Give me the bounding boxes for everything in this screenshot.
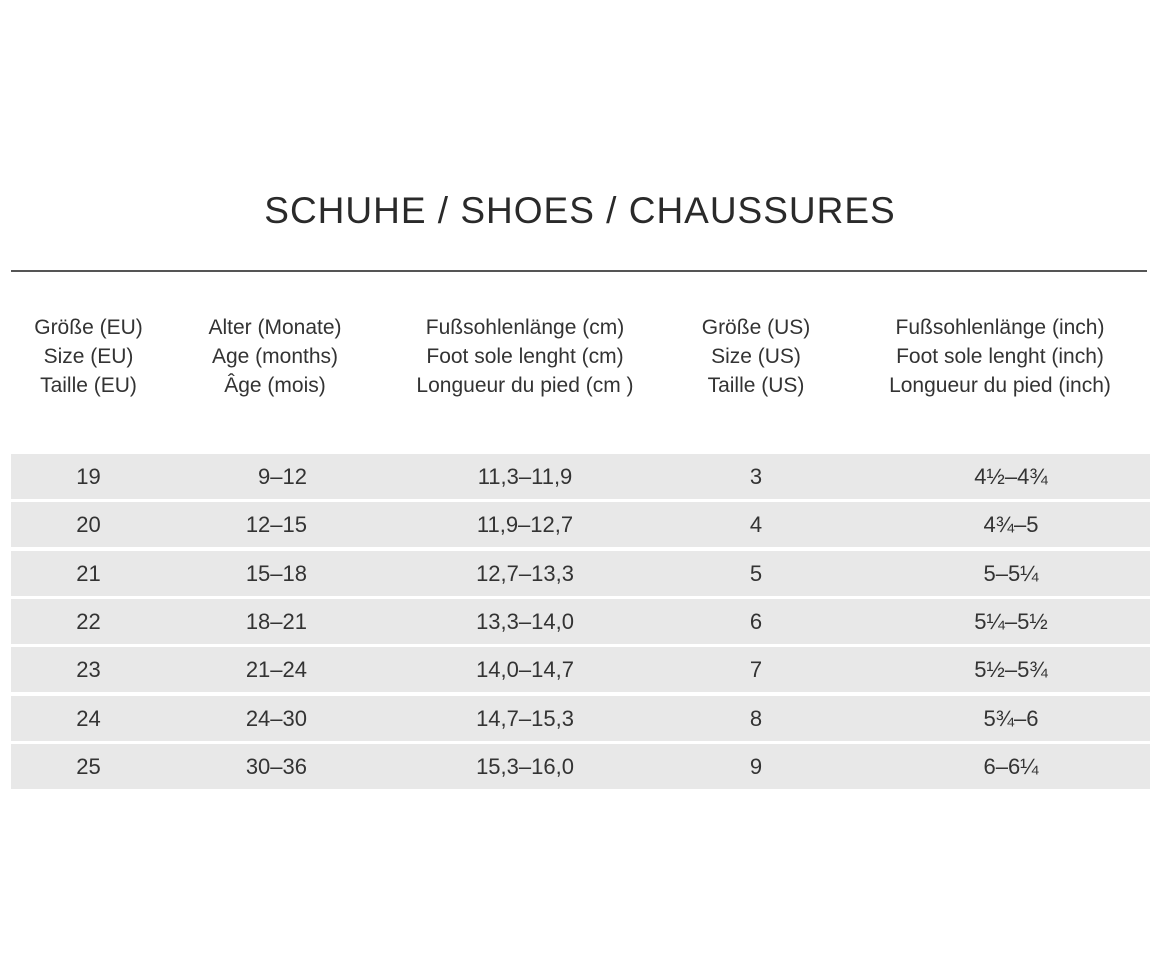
cell-size-eu: 22 xyxy=(76,608,101,634)
header-size-eu: Größe (EU) Size (EU) Taille (EU) xyxy=(11,313,166,400)
header-line: Taille (EU) xyxy=(40,374,137,397)
table-row: 24 24–30 14,7–15,3 8 5¾–6 xyxy=(11,695,1150,741)
header-line: Longueur du pied (cm ) xyxy=(416,374,634,397)
cell-size-us: 3 xyxy=(749,464,763,489)
header-size-us: Größe (US) Size (US) Taille (US) xyxy=(695,313,817,400)
divider xyxy=(11,270,1147,272)
cell-size-eu: 23 xyxy=(76,657,101,683)
cell-age: 9–12 xyxy=(258,464,307,489)
header-line: Size (US) xyxy=(711,345,801,368)
cell-size-eu: 25 xyxy=(76,753,101,779)
header-line: Taille (US) xyxy=(707,374,805,397)
cell-foot-cm: 11,9–12,7 xyxy=(476,512,574,538)
header-line: Age (months) xyxy=(211,345,339,368)
cell-foot-cm: 14,7–15,3 xyxy=(476,705,574,731)
table-row: 23 21–24 14,0–14,7 7 5½–5¾ xyxy=(11,647,1150,693)
cell-foot-cm: 13,3–14,0 xyxy=(476,608,574,634)
table-row: 22 18–21 13,3–14,0 6 5¼–5½ xyxy=(11,598,1150,644)
cell-size-us: 7 xyxy=(749,657,763,683)
cell-age: 18–21 xyxy=(245,608,307,634)
header-foot-cm: Fußsohlenlänge (cm) Foot sole lenght (cm… xyxy=(395,313,655,400)
header-line: Größe (EU) xyxy=(34,316,143,339)
cell-foot-inch: 4¾–5 xyxy=(983,512,1039,538)
cell-foot-inch: 4½–4¾ xyxy=(974,464,1048,489)
cell-size-us: 9 xyxy=(749,753,763,779)
cell-foot-inch: 5–5¼ xyxy=(983,560,1039,586)
cell-foot-cm: 15,3–16,0 xyxy=(476,753,574,779)
header-line: Âge (mois) xyxy=(224,374,326,397)
cell-age: 30–36 xyxy=(245,753,307,779)
table-row: 25 30–36 15,3–16,0 9 6–6¼ xyxy=(11,743,1150,789)
cell-size-us: 8 xyxy=(749,705,763,731)
cell-foot-inch: 5½–5¾ xyxy=(974,657,1048,683)
header-line: Fußsohlenlänge (cm) xyxy=(425,316,625,339)
table-row: 20 12–15 11,9–12,7 4 4¾–5 xyxy=(11,502,1150,548)
cell-size-eu: 19 xyxy=(76,464,101,489)
cell-age: 15–18 xyxy=(245,560,307,586)
cell-foot-cm: 12,7–13,3 xyxy=(476,560,574,586)
cell-age: 12–15 xyxy=(245,512,307,538)
table-row: 19 9–12 11,3–11,9 3 4½–4¾ xyxy=(11,454,1150,499)
header-foot-inch: Fußsohlenlänge (inch) Foot sole lenght (… xyxy=(860,313,1140,400)
cell-size-eu: 21 xyxy=(76,560,101,586)
cell-age: 21–24 xyxy=(245,657,307,683)
cell-foot-inch: 5¼–5½ xyxy=(974,608,1048,634)
cell-foot-inch: 5¾–6 xyxy=(983,705,1039,731)
cell-size-eu: 24 xyxy=(76,705,101,731)
cell-size-us: 5 xyxy=(749,560,763,586)
header-line: Größe (US) xyxy=(701,316,811,339)
header-line: Alter (Monate) xyxy=(208,316,342,339)
header-age: Alter (Monate) Age (months) Âge (mois) xyxy=(175,313,375,400)
page-title: SCHUHE / SHOES / CHAUSSURES xyxy=(264,190,896,231)
cell-foot-inch: 6–6¼ xyxy=(983,753,1039,779)
header-line: Foot sole lenght (cm) xyxy=(426,345,624,368)
cell-foot-cm: 11,3–11,9 xyxy=(477,464,573,489)
cell-size-us: 4 xyxy=(749,512,763,538)
header-line: Size (EU) xyxy=(43,345,134,368)
header-line: Foot sole lenght (inch) xyxy=(896,345,1104,368)
cell-age: 24–30 xyxy=(245,705,307,731)
header-line: Fußsohlenlänge (inch) xyxy=(895,316,1105,339)
cell-foot-cm: 14,0–14,7 xyxy=(476,657,574,683)
header-line: Longueur du pied (inch) xyxy=(889,374,1111,397)
cell-size-eu: 20 xyxy=(76,512,101,538)
cell-size-us: 6 xyxy=(749,608,763,634)
table-row: 21 15–18 12,7–13,3 5 5–5¼ xyxy=(11,550,1150,596)
